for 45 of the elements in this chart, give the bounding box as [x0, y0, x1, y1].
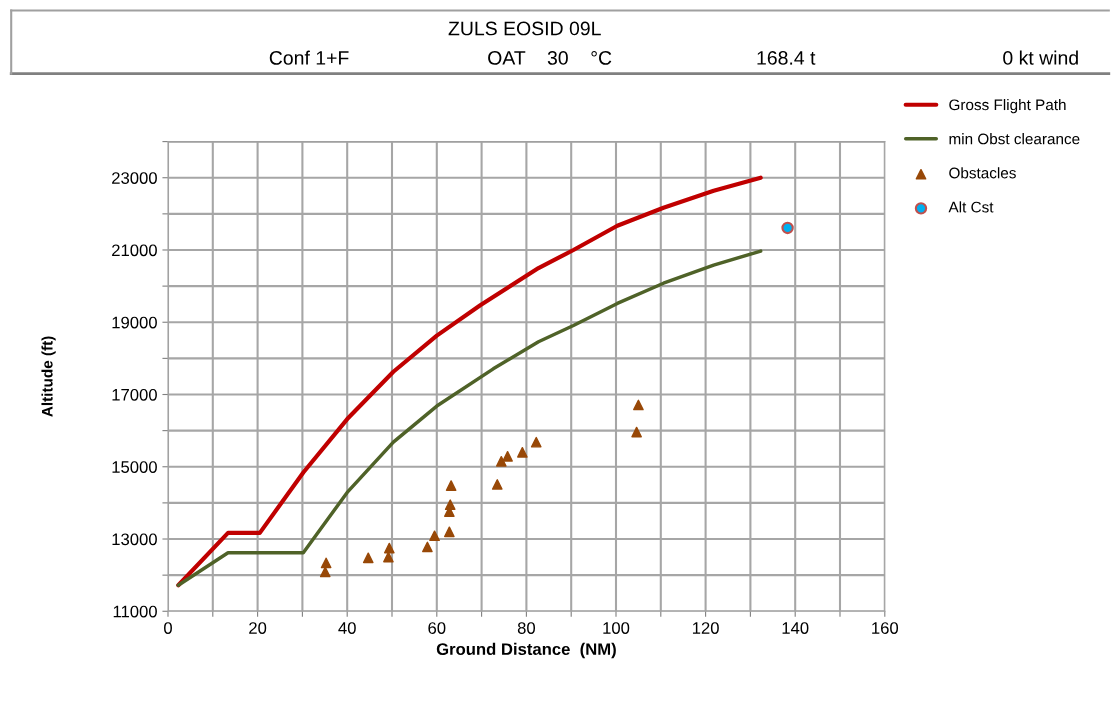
y-axis-title: Altitude (ft) [41, 336, 56, 417]
y-tick-label: 15000 [112, 461, 157, 473]
x-tick-label: 140 [782, 622, 809, 634]
point [443, 526, 455, 538]
x-tick-label: 100 [603, 622, 630, 634]
point [502, 450, 513, 462]
x-tick-label: 160 [872, 622, 899, 634]
x-axis-title: Ground Distance (NM) [436, 642, 616, 659]
point [633, 399, 644, 411]
text: OAT 30 °C [488, 51, 612, 65]
x-tick-label: 20 [249, 622, 267, 634]
y-tick-label: 19000 [112, 316, 157, 329]
line-series [176, 249, 763, 587]
chart-title: ZULS EOSID 09L [448, 21, 601, 36]
y-tick-label: 23000 [112, 172, 157, 184]
point [429, 530, 440, 542]
legend-label: Obstacles [949, 167, 1016, 179]
point [383, 542, 395, 554]
point [495, 455, 507, 467]
y-tick-label: 13000 [112, 533, 157, 546]
point [362, 552, 374, 564]
legend-label: Alt Cst [948, 201, 994, 213]
x-tick-label: 60 [428, 622, 446, 634]
point [320, 557, 332, 569]
y-tick-label: 21000 [112, 244, 157, 257]
x-tick-label: 40 [338, 622, 356, 634]
x-tick-label: 80 [517, 622, 536, 634]
line-series [176, 175, 763, 588]
legend-label: min Obst clearance [949, 133, 1080, 145]
point [444, 499, 456, 511]
point [422, 541, 433, 553]
point [781, 221, 794, 235]
point [445, 480, 457, 491]
point [631, 426, 642, 438]
point [517, 446, 528, 458]
y-tick-label: 17000 [112, 388, 157, 401]
legend-label: Gross Flight Path [949, 98, 1066, 114]
x-tick-label: 0 [164, 622, 172, 634]
x-tick-label: 120 [692, 622, 719, 634]
text: Conf 1+F [269, 50, 349, 65]
text: 168.4 t [757, 51, 816, 65]
text: 0 kt wind [1003, 50, 1078, 65]
point [530, 436, 542, 448]
y-tick-label: 11000 [113, 605, 157, 618]
point [491, 479, 503, 490]
